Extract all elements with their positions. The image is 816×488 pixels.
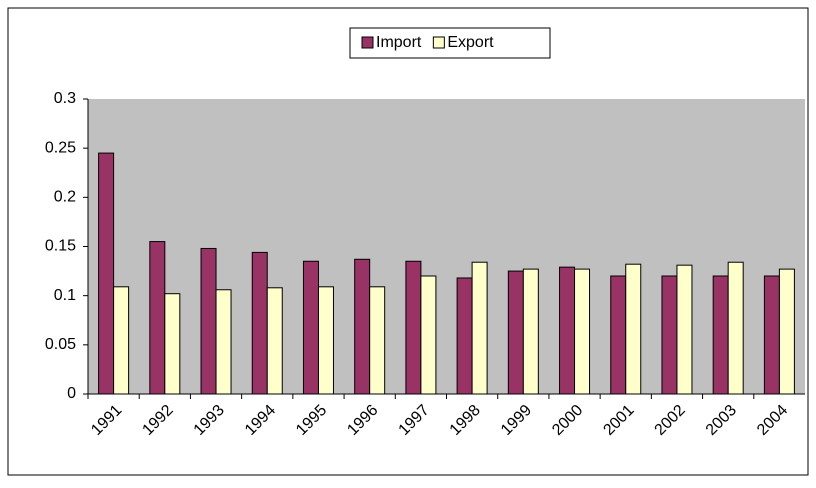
- legend-label: Import: [376, 34, 422, 51]
- bar: [712, 275, 729, 395]
- y-tick-label: 0: [67, 385, 76, 402]
- bar: [354, 258, 371, 395]
- bar: [215, 289, 232, 395]
- bar: [98, 152, 115, 395]
- bar: [317, 286, 334, 395]
- bar: [369, 286, 386, 395]
- bar: [763, 275, 780, 395]
- bar: [661, 275, 678, 395]
- bar: [266, 287, 283, 395]
- bar: [420, 275, 437, 395]
- y-tick-label: 0.1: [54, 287, 76, 304]
- bar: [200, 247, 217, 395]
- bar: [149, 241, 166, 395]
- bar: [471, 261, 488, 395]
- bar: [507, 270, 524, 395]
- bar: [164, 293, 181, 395]
- bar: [456, 277, 473, 395]
- legend-swatch: [361, 36, 374, 49]
- plot-area: [88, 99, 805, 394]
- bar: [574, 268, 591, 395]
- bar: [251, 251, 268, 395]
- bar: [559, 266, 576, 395]
- bar: [405, 260, 422, 395]
- y-tick-label: 0.15: [45, 238, 76, 255]
- legend-label: Export: [447, 34, 494, 51]
- y-tick-label: 0.05: [45, 336, 76, 353]
- bar: [625, 263, 642, 395]
- y-tick-label: 0.25: [45, 139, 76, 156]
- y-tick-label: 0.3: [54, 90, 76, 107]
- bar: [727, 261, 744, 395]
- bar: [522, 268, 539, 395]
- bar: [610, 275, 627, 395]
- legend-swatch: [432, 36, 445, 49]
- y-tick-label: 0.2: [54, 189, 76, 206]
- bar: [676, 264, 693, 395]
- legend: [349, 27, 551, 59]
- bar: [778, 268, 795, 395]
- bar: [302, 260, 319, 395]
- bar: [113, 286, 130, 395]
